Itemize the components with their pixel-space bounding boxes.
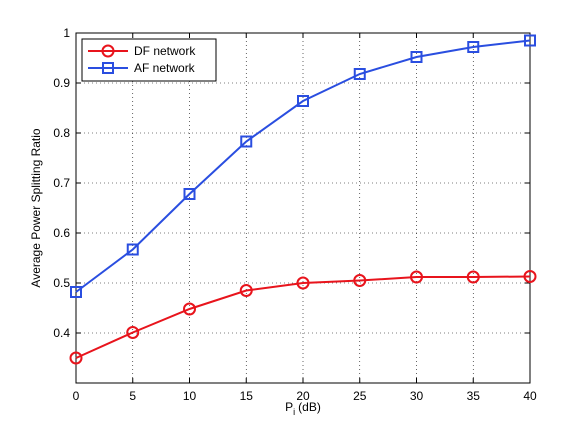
series-line: [75, 275, 531, 359]
x-tick-label: 0: [73, 389, 80, 403]
axes-frame: [75, 32, 531, 384]
y-tick-label: 0.6: [53, 226, 70, 240]
legend-label: DF network: [134, 44, 196, 58]
x-tick-label: 20: [296, 389, 310, 403]
data-point: [240, 135, 253, 148]
x-tick-label: 5: [129, 389, 136, 403]
y-tick-label: 0.8: [53, 126, 70, 140]
x-tick-label: 35: [467, 389, 481, 403]
data-point: [297, 95, 309, 107]
data-point: [183, 302, 196, 316]
x-tick-label: 40: [523, 389, 537, 403]
data-point: [410, 51, 423, 63]
series-line: [75, 39, 531, 293]
x-tick-label: 25: [353, 389, 367, 403]
legend-marker: [102, 62, 114, 74]
data-point: [296, 276, 310, 290]
y-tick-label: 0.5: [53, 276, 70, 290]
x-tick-label: 10: [183, 389, 197, 403]
data-point: [70, 286, 82, 298]
data-point: [126, 243, 139, 256]
y-tick-label: 1: [63, 26, 70, 40]
x-tick-label: 15: [240, 389, 254, 403]
data-point: [126, 326, 140, 339]
data-point: [467, 41, 480, 53]
y-tick-label: 0.9: [53, 76, 70, 90]
x-tick-label: 30: [410, 389, 424, 403]
y-axis-label: Average Power Splitting Ratio: [29, 128, 43, 288]
y-tick-label: 0.7: [53, 176, 70, 190]
legend-label: AF network: [134, 61, 196, 75]
data-point: [353, 274, 367, 287]
data-point: [353, 68, 366, 80]
x-axis-label: Pi (dB): [285, 400, 321, 417]
data-point: [524, 34, 536, 47]
data-point: [239, 284, 253, 297]
data-point: [523, 270, 537, 283]
data-point: [69, 351, 83, 365]
data-point: [410, 270, 423, 284]
y-tick-label: 0.4: [53, 326, 70, 340]
legend-marker: [101, 44, 115, 58]
data-point: [183, 188, 196, 200]
data-point: [466, 270, 480, 284]
